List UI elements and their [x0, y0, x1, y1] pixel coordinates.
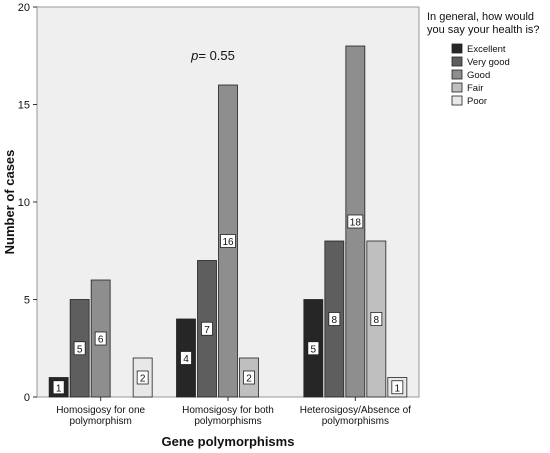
y-tick-label: 15	[18, 100, 30, 112]
data-label-text: 7	[204, 325, 210, 336]
y-tick-label: 10	[18, 197, 30, 209]
data-label-text: 2	[246, 374, 252, 385]
legend-item: Very good	[451, 56, 510, 68]
y-tick-label: 20	[18, 2, 30, 14]
y-axis: 0 5 10 15 20	[18, 2, 37, 404]
data-label-box	[180, 351, 192, 365]
legend-item: Excellent	[451, 43, 506, 55]
data-label: 18	[347, 214, 364, 229]
y-tick-label: 5	[24, 295, 30, 307]
y-tick-label: 0	[24, 392, 30, 404]
data-label-text: 8	[332, 315, 338, 326]
legend-swatch	[451, 95, 463, 106]
p-value-annotation: p= 0.55	[190, 48, 235, 63]
data-label-box	[328, 312, 341, 326]
x-tick-label: Homosigosy for one polymorphism	[56, 405, 145, 427]
data-label-text: 8	[374, 315, 380, 326]
data-label-box	[307, 341, 320, 356]
data-label: 2	[136, 370, 149, 385]
legend-swatch	[451, 56, 463, 67]
legend-item: Poor	[451, 95, 487, 107]
data-label-text: 4	[183, 354, 189, 365]
data-label-text: 2	[140, 374, 146, 385]
data-label-text: 6	[98, 335, 104, 346]
data-label-text: 5	[77, 344, 83, 355]
x-axis: Homosigosy for one polymorphism Homosigosy…	[56, 397, 411, 427]
legend-title: In general, how would you say your health…	[427, 11, 540, 36]
data-label-box	[52, 380, 65, 395]
data-label-box	[94, 331, 107, 346]
legend-label: Fair	[467, 83, 483, 94]
data-label-box	[347, 214, 364, 229]
legend: In general, how would you say your health…	[427, 11, 540, 107]
data-label-box	[370, 312, 383, 326]
legend-label: Poor	[467, 96, 487, 107]
x-tick-label: Homosigosy for both polymorphisms	[182, 405, 274, 427]
x-axis-label: Gene polymorphisms	[162, 434, 295, 449]
data-label: 6	[94, 331, 107, 346]
data-label: 5	[307, 341, 320, 356]
legend-label: Good	[467, 70, 490, 81]
data-label-text: 5	[311, 344, 317, 355]
legend-label: Very good	[467, 57, 510, 68]
data-label-box	[243, 370, 255, 385]
data-label: 8	[328, 312, 341, 326]
p-label: p	[190, 48, 198, 63]
legend-swatch	[451, 82, 463, 93]
data-label: 2	[243, 370, 255, 385]
x-tick-label: Heterosigosy/Absence of polymorphisms	[300, 405, 411, 427]
data-label: 1	[52, 380, 65, 395]
data-label-box	[220, 234, 236, 248]
data-label-text: 16	[222, 237, 234, 248]
data-label: 7	[201, 321, 213, 336]
data-label-text: 1	[395, 383, 401, 394]
p-value: = 0.55	[198, 48, 235, 63]
data-label: 16	[220, 234, 236, 248]
y-axis-label: Number of cases	[2, 150, 17, 255]
data-label: 5	[73, 341, 86, 356]
legend-item: Good	[451, 69, 490, 81]
data-label-box	[201, 321, 213, 336]
data-label: 1	[391, 380, 404, 395]
legend-swatch	[451, 43, 463, 54]
data-label-text: 1	[56, 383, 62, 394]
data-label: 4	[180, 351, 192, 365]
data-label-box	[73, 341, 86, 356]
legend-label: Excellent	[467, 44, 506, 55]
legend-item: Fair	[451, 82, 483, 94]
legend-swatch	[451, 69, 463, 80]
data-label-text: 18	[350, 218, 362, 229]
data-label: 8	[370, 312, 383, 326]
data-label-box	[391, 380, 404, 395]
data-label-box	[136, 370, 149, 385]
